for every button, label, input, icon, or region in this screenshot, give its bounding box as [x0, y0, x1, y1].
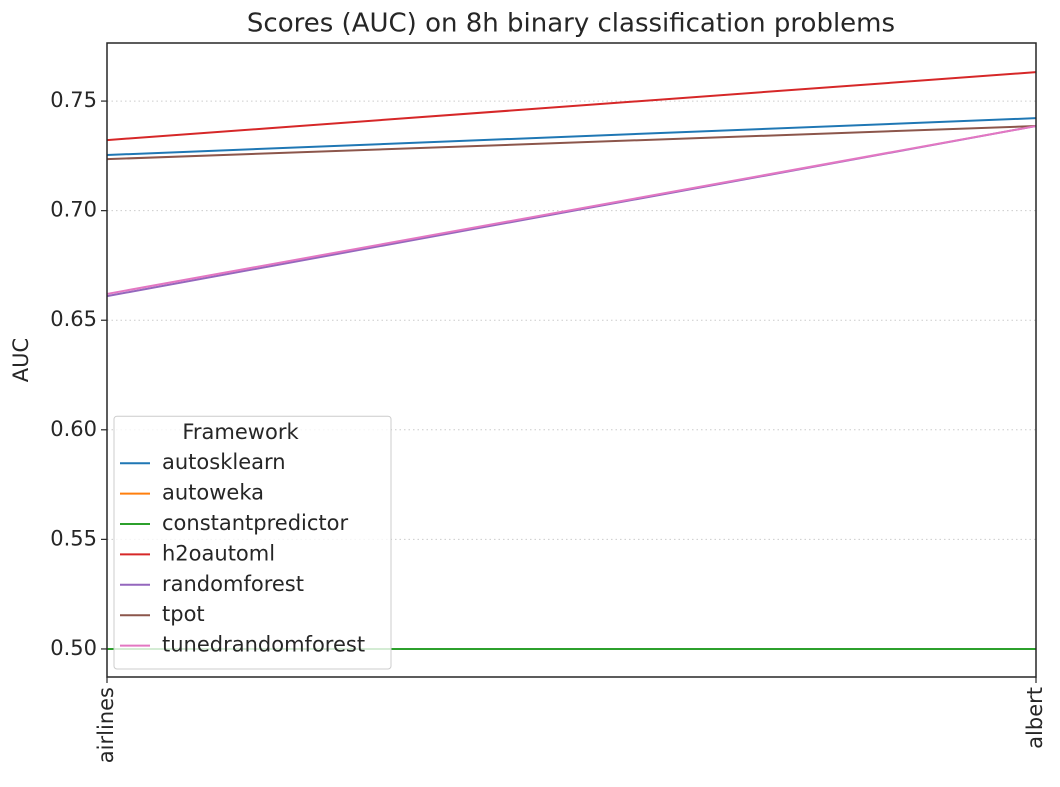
y-tick-label: 0.70	[50, 198, 97, 222]
legend-label: tpot	[162, 602, 205, 626]
series-line	[106, 125, 1037, 161]
legend-label: h2oautoml	[162, 541, 275, 565]
chart-title: Scores (AUC) on 8h binary classification…	[247, 9, 895, 39]
y-tick-label: 0.55	[50, 526, 97, 550]
y-axis-label: AUC	[9, 338, 33, 382]
plot-frame	[106, 42, 1037, 678]
series-line	[106, 125, 1037, 295]
y-tick-label: 0.60	[50, 417, 97, 441]
y-tick-label: 0.50	[50, 636, 97, 660]
legend-label: tunedrandomforest	[162, 633, 365, 657]
legend-label: autoweka	[162, 481, 264, 505]
series-line	[106, 117, 1037, 156]
legend-label: autosklearn	[162, 450, 286, 474]
x-tick-label: airlines	[94, 687, 118, 763]
x-tick-label: albert	[1023, 687, 1047, 749]
legend: Framework autosklearn autoweka constantpred…	[113, 415, 392, 670]
legend-title: Framework	[182, 420, 299, 444]
legend-box	[113, 415, 392, 670]
y-tick-label: 0.75	[50, 88, 97, 112]
series-line	[106, 71, 1037, 142]
legend-label: randomforest	[162, 572, 304, 596]
y-tick-label: 0.65	[50, 307, 97, 331]
legend-label: constantpredictor	[162, 511, 349, 535]
